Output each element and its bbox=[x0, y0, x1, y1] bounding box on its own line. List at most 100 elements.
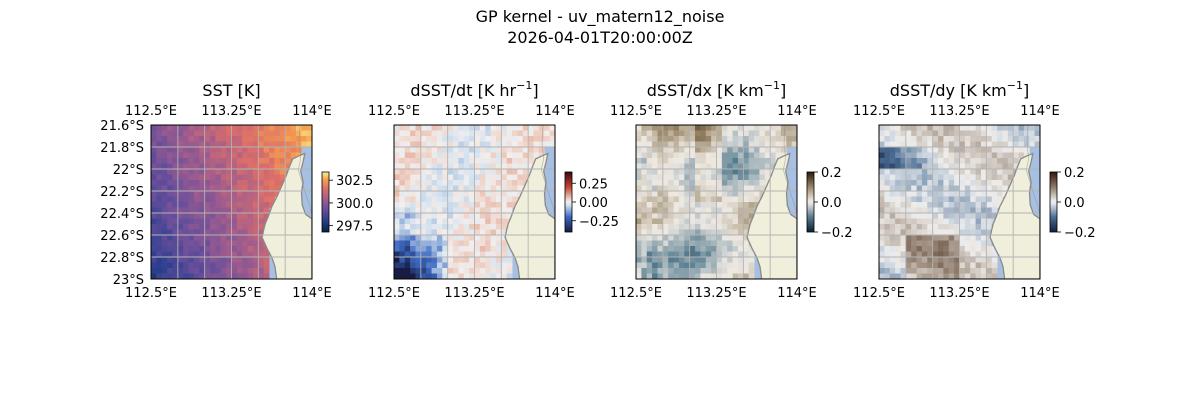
heatmap-cell bbox=[210, 213, 216, 219]
heatmap-cell bbox=[884, 158, 891, 164]
heatmap-cell bbox=[1002, 169, 1009, 175]
heatmap-cell bbox=[705, 158, 712, 164]
heatmap-cell bbox=[490, 268, 497, 274]
heatmap-cell bbox=[721, 180, 728, 186]
heatmap-cell bbox=[1018, 152, 1025, 159]
heatmap-cell bbox=[501, 257, 508, 263]
heatmap-cell bbox=[652, 158, 658, 164]
panel-title-end: ] bbox=[780, 81, 786, 100]
heatmap-cell bbox=[495, 235, 502, 241]
heatmap-cell bbox=[279, 169, 286, 175]
heatmap-cell bbox=[943, 207, 950, 214]
heatmap-cell bbox=[274, 152, 281, 159]
heatmap-cell bbox=[980, 163, 987, 170]
heatmap-cell bbox=[177, 224, 184, 230]
heatmap-cell bbox=[447, 235, 454, 241]
colorbar-tick-label: −0.2 bbox=[1064, 226, 1096, 241]
heatmap-cell bbox=[716, 213, 723, 219]
heatmap-cell bbox=[879, 257, 885, 263]
heatmap-cell bbox=[231, 125, 238, 131]
heatmap-cell bbox=[948, 246, 955, 252]
heatmap-cell bbox=[684, 147, 691, 153]
heatmap-cell bbox=[662, 218, 669, 225]
heatmap-cell bbox=[415, 202, 422, 208]
heatmap-cell bbox=[927, 213, 934, 219]
heatmap-cell bbox=[258, 169, 265, 175]
heatmap-cell bbox=[177, 191, 184, 197]
heatmap-cell bbox=[447, 163, 454, 170]
heatmap-cell bbox=[975, 251, 982, 258]
heatmap-cell bbox=[636, 136, 642, 142]
heatmap-cell bbox=[948, 191, 955, 197]
heatmap-cell bbox=[879, 158, 885, 164]
heatmap-cell bbox=[415, 224, 422, 230]
heatmap-cell bbox=[970, 152, 976, 159]
heatmap-cell bbox=[668, 229, 674, 236]
heatmap-cell bbox=[662, 268, 669, 274]
heatmap-cell bbox=[678, 147, 685, 153]
heatmap-cell bbox=[247, 235, 254, 241]
heatmap-cell bbox=[743, 180, 750, 186]
heatmap-cell bbox=[921, 163, 928, 170]
heatmap-cell bbox=[415, 268, 422, 274]
heatmap-cell bbox=[410, 125, 416, 131]
heatmap-cell bbox=[247, 169, 254, 175]
heatmap-cell bbox=[463, 169, 470, 175]
heatmap-cell bbox=[258, 185, 265, 192]
heatmap-cell bbox=[420, 218, 427, 225]
heatmap-cell bbox=[748, 163, 755, 170]
heatmap-cell bbox=[426, 273, 432, 279]
heatmap-cell bbox=[662, 125, 669, 131]
heatmap-cell bbox=[161, 251, 168, 258]
heatmap-cell bbox=[879, 185, 885, 192]
heatmap-cell bbox=[646, 213, 653, 219]
heatmap-cell bbox=[269, 130, 275, 137]
heatmap-cell bbox=[420, 251, 427, 258]
heatmap-cell bbox=[905, 196, 912, 203]
heatmap-cell bbox=[226, 191, 232, 197]
heatmap-cell bbox=[394, 158, 400, 164]
heatmap-cell bbox=[161, 207, 168, 214]
heatmap-cell bbox=[252, 224, 259, 230]
panel-sst: SST [K]112.5°E112.5°E113.25°E113.25°E114… bbox=[100, 81, 373, 301]
heatmap-cell bbox=[727, 213, 733, 219]
heatmap-cell bbox=[420, 191, 427, 197]
heatmap-cell bbox=[716, 196, 723, 203]
heatmap-cell bbox=[301, 130, 308, 137]
heatmap-cell bbox=[884, 130, 891, 137]
heatmap-cell bbox=[479, 136, 486, 142]
heatmap-cell bbox=[151, 213, 157, 219]
heatmap-cell bbox=[905, 136, 912, 142]
heatmap-cell bbox=[684, 185, 691, 192]
heatmap-cell bbox=[469, 163, 475, 170]
heatmap-cell bbox=[743, 196, 750, 203]
heatmap-cell bbox=[156, 202, 163, 208]
heatmap-cell bbox=[426, 152, 432, 159]
heatmap-cell bbox=[959, 218, 966, 225]
heatmap-cell bbox=[711, 268, 717, 274]
heatmap-cell bbox=[474, 130, 481, 137]
heatmap-cell bbox=[236, 251, 243, 258]
heatmap-cell bbox=[754, 180, 760, 186]
heatmap-cell bbox=[453, 169, 459, 175]
heatmap-cell bbox=[231, 180, 238, 186]
heatmap-cell bbox=[469, 125, 475, 131]
heatmap-cell bbox=[512, 136, 518, 142]
heatmap-cell bbox=[943, 224, 950, 230]
heatmap-cell bbox=[668, 202, 674, 208]
heatmap-cell bbox=[469, 235, 475, 241]
heatmap-cell bbox=[215, 130, 222, 137]
heatmap-cell bbox=[404, 147, 411, 153]
heatmap-cell bbox=[399, 136, 406, 142]
heatmap-cell bbox=[662, 202, 669, 208]
heatmap-cell bbox=[252, 218, 259, 225]
heatmap-cell bbox=[485, 257, 491, 263]
heatmap-cell bbox=[399, 180, 406, 186]
heatmap-cell bbox=[737, 224, 744, 230]
heatmap-cell bbox=[258, 136, 265, 142]
heatmap-cell bbox=[501, 169, 508, 175]
heatmap-cell bbox=[538, 141, 545, 148]
heatmap-cell bbox=[463, 158, 470, 164]
heatmap-cell bbox=[737, 268, 744, 274]
heatmap-cell bbox=[236, 213, 243, 219]
